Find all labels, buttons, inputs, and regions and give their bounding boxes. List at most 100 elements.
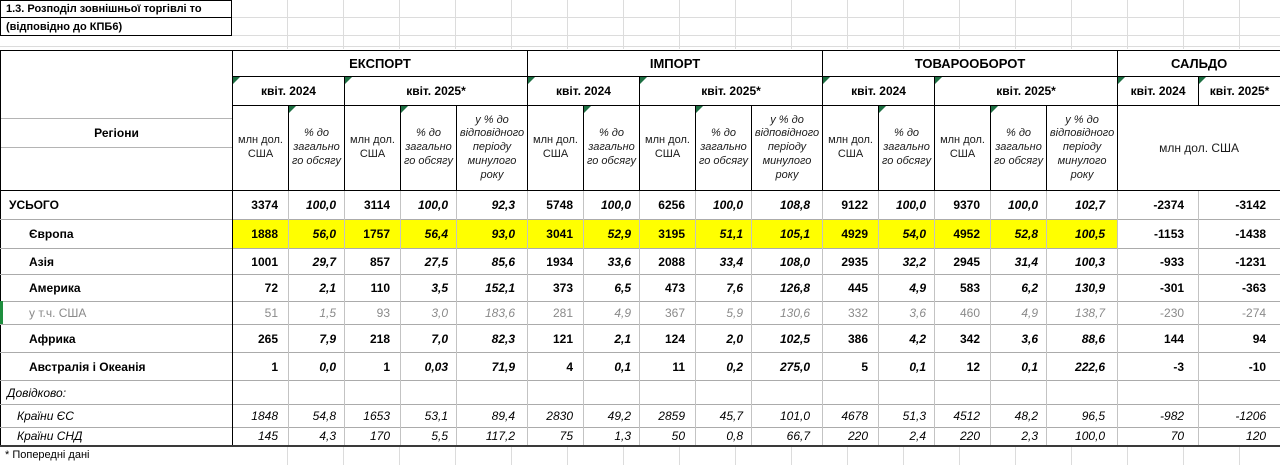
data-cell[interactable]: 473	[639, 274, 696, 302]
data-cell[interactable]: 6,5	[583, 274, 640, 302]
subheader-mln[interactable]: млн дол. США	[639, 105, 696, 191]
data-cell[interactable]	[990, 380, 1047, 405]
data-cell[interactable]	[1046, 380, 1118, 405]
data-cell[interactable]: 2935	[822, 248, 879, 275]
data-cell[interactable]: 9122	[822, 190, 879, 220]
row-label[interactable]: Австралія і Океанія	[0, 352, 233, 381]
data-cell[interactable]: -230	[1117, 301, 1199, 325]
data-cell[interactable]: 5	[822, 352, 879, 381]
data-cell[interactable]: 145	[232, 427, 289, 446]
data-cell[interactable]: 51,1	[695, 219, 752, 249]
data-cell[interactable]: 126,8	[750, 274, 823, 302]
data-cell[interactable]: 100,5	[1046, 219, 1118, 249]
data-cell[interactable]: 4,9	[583, 301, 640, 325]
data-cell[interactable]: 93	[344, 301, 401, 325]
data-cell[interactable]: 96,5	[1046, 404, 1118, 428]
data-cell[interactable]: 7,9	[288, 324, 345, 353]
data-cell[interactable]: 4929	[822, 219, 879, 249]
data-cell[interactable]: 1757	[344, 219, 401, 249]
data-cell[interactable]: 2945	[934, 248, 991, 275]
subheader-mln[interactable]: млн дол. США	[344, 105, 401, 191]
subheader-yoy[interactable]: у % до відповідного періоду минулого рок…	[750, 105, 824, 191]
data-cell[interactable]	[232, 380, 289, 405]
period-balance-2024[interactable]: квіт. 2024	[1117, 76, 1200, 106]
data-cell[interactable]: -1206	[1198, 404, 1280, 428]
data-cell[interactable]: -10	[1198, 352, 1280, 381]
data-cell[interactable]	[344, 380, 401, 405]
data-cell[interactable]: 152,1	[456, 274, 528, 302]
row-label[interactable]: УСЬОГО	[0, 190, 233, 220]
data-cell[interactable]	[1198, 380, 1280, 405]
data-cell[interactable]	[400, 380, 457, 405]
data-cell[interactable]: 275,0	[750, 352, 823, 381]
data-cell[interactable]: 33,4	[695, 248, 752, 275]
data-cell[interactable]: 101,0	[750, 404, 823, 428]
data-cell[interactable]: 3,5	[400, 274, 457, 302]
subheader-pct[interactable]: % до загального обсягу	[990, 105, 1048, 191]
subheader-pct[interactable]: % до загального обсягу	[288, 105, 345, 191]
data-cell[interactable]: 7,0	[400, 324, 457, 353]
data-cell[interactable]: 7,6	[695, 274, 752, 302]
data-cell[interactable]: -2374	[1117, 190, 1199, 220]
subheader-pct[interactable]: % до загального обсягу	[695, 105, 752, 191]
data-cell[interactable]: 5,5	[400, 427, 457, 446]
data-cell[interactable]: 50	[639, 427, 696, 446]
data-cell[interactable]: 220	[934, 427, 991, 446]
data-cell[interactable]: 4,3	[288, 427, 345, 446]
period-balance-2025[interactable]: квіт. 2025*	[1198, 76, 1280, 106]
subheader-yoy[interactable]: у % до відповідного періоду минулого рок…	[1046, 105, 1119, 191]
data-cell[interactable]: 144	[1117, 324, 1199, 353]
data-cell[interactable]: 4,9	[878, 274, 935, 302]
period-import-2025[interactable]: квіт. 2025*	[638, 76, 824, 106]
data-cell[interactable]: 2,1	[583, 324, 640, 353]
data-cell[interactable]: 54,0	[878, 219, 935, 249]
sheet-title-cell[interactable]: 1.3. Розподіл зовнішньої торгівлі то	[0, 0, 232, 18]
data-cell[interactable]: 121	[527, 324, 584, 353]
data-cell[interactable]: 31,4	[990, 248, 1047, 275]
data-cell[interactable]: 12	[934, 352, 991, 381]
data-cell[interactable]: -363	[1198, 274, 1280, 302]
data-cell[interactable]: 2,0	[695, 324, 752, 353]
subheader-mln[interactable]: млн дол. США	[934, 105, 992, 191]
data-cell[interactable]: 6256	[639, 190, 696, 220]
data-cell[interactable]	[822, 380, 879, 405]
data-cell[interactable]: 1001	[232, 248, 289, 275]
data-cell[interactable]: 3,0	[400, 301, 457, 325]
data-cell[interactable]: 4	[527, 352, 584, 381]
data-cell[interactable]: 93,0	[456, 219, 528, 249]
data-cell[interactable]: 51,3	[878, 404, 935, 428]
data-cell[interactable]: 11	[639, 352, 696, 381]
data-cell[interactable]: 89,4	[456, 404, 528, 428]
data-cell[interactable]: 1,5	[288, 301, 345, 325]
data-cell[interactable]: 0,8	[695, 427, 752, 446]
data-cell[interactable]: 5748	[527, 190, 584, 220]
data-cell[interactable]: 2,1	[288, 274, 345, 302]
data-cell[interactable]: 100,0	[695, 190, 752, 220]
data-cell[interactable]: 4512	[934, 404, 991, 428]
data-cell[interactable]: 52,9	[583, 219, 640, 249]
data-cell[interactable]: 3,6	[878, 301, 935, 325]
row-label[interactable]: Країни СНД	[0, 427, 233, 446]
data-cell[interactable]: 0,1	[990, 352, 1047, 381]
data-cell[interactable]: 281	[527, 301, 584, 325]
subheader-mln[interactable]: млн дол. США	[822, 105, 880, 191]
data-cell[interactable]: 367	[639, 301, 696, 325]
period-import-2024[interactable]: квіт. 2024	[527, 76, 640, 106]
data-cell[interactable]: -301	[1117, 274, 1199, 302]
data-cell[interactable]: 3195	[639, 219, 696, 249]
row-label[interactable]: Азія	[0, 248, 233, 275]
data-cell[interactable]: 102,5	[750, 324, 823, 353]
data-cell[interactable]: 583	[934, 274, 991, 302]
data-cell[interactable]: 100,0	[583, 190, 640, 220]
data-cell[interactable]: 0,1	[878, 352, 935, 381]
data-cell[interactable]: 2,4	[878, 427, 935, 446]
data-cell[interactable]: 138,7	[1046, 301, 1118, 325]
data-cell[interactable]: 1,3	[583, 427, 640, 446]
data-cell[interactable]: 33,6	[583, 248, 640, 275]
data-cell[interactable]: 220	[822, 427, 879, 446]
data-cell[interactable]: 92,3	[456, 190, 528, 220]
data-cell[interactable]: 0,2	[695, 352, 752, 381]
group-header-balance[interactable]: САЛЬДО	[1117, 50, 1280, 77]
data-cell[interactable]: 373	[527, 274, 584, 302]
data-cell[interactable]: 100,0	[990, 190, 1047, 220]
